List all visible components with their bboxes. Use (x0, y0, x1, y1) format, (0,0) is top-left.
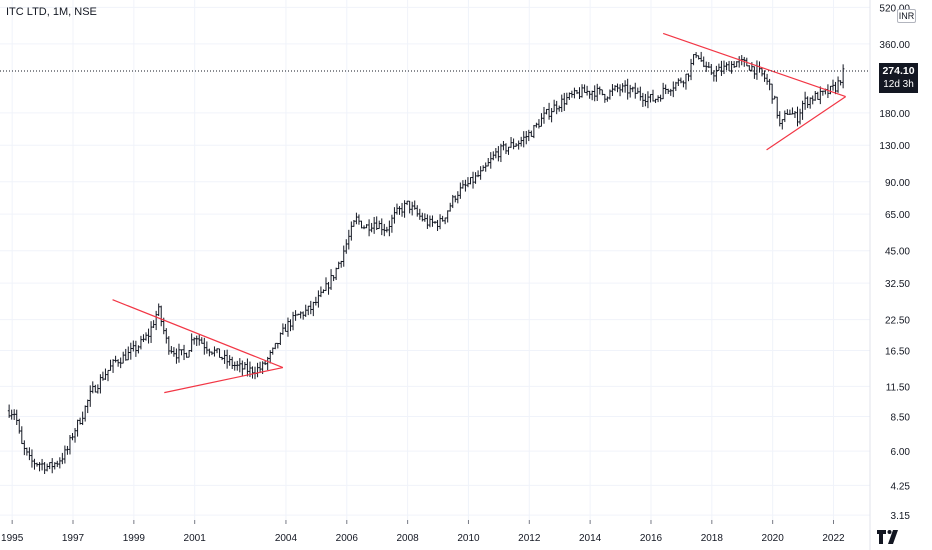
trendline[interactable] (112, 299, 284, 369)
y-tick-label: 6.00 (891, 447, 911, 458)
last-price-value: 274.10 (882, 65, 915, 78)
x-tick-label: 2016 (640, 533, 663, 544)
x-tick-label: 1999 (123, 533, 146, 544)
x-tick-label: 1997 (62, 533, 85, 544)
x-tick-label: 2020 (762, 533, 785, 544)
y-axis[interactable]: 520.00 360.00 180.00 130.00 90.00 65.00 45.00 3… (879, 3, 910, 522)
x-tick-label: 2001 (184, 533, 207, 544)
trendline[interactable] (662, 32, 846, 98)
y-tick-label: 22.50 (885, 316, 910, 327)
x-tick-label: 2006 (336, 533, 359, 544)
x-tick-label: 2004 (275, 533, 298, 544)
x-tick-label: 2010 (457, 533, 480, 544)
trendline[interactable] (766, 96, 846, 151)
y-tick-label: 8.50 (891, 412, 911, 423)
last-price-badge: 274.10 12d 3h (879, 63, 918, 94)
symbol-title[interactable]: ITC LTD, 1M, NSE (6, 6, 97, 18)
x-tick-label: 1995 (1, 533, 24, 544)
trendline[interactable] (164, 366, 284, 394)
y-tick-label: 130.00 (879, 141, 910, 152)
x-tick-label: 2022 (822, 533, 845, 544)
x-tick-label: 2008 (396, 533, 419, 544)
currency-label[interactable]: INR (897, 9, 916, 23)
y-tick-label: 3.15 (891, 511, 911, 522)
candles (7, 51, 845, 475)
trendlines (112, 32, 846, 394)
x-tick-label: 2012 (518, 533, 541, 544)
y-tick-label: 180.00 (879, 109, 910, 120)
grid (0, 0, 870, 520)
y-tick-label: 45.00 (885, 247, 910, 258)
x-tick-label: 2014 (579, 533, 602, 544)
y-tick-label: 32.50 (885, 279, 910, 290)
tradingview-logo-icon[interactable] (876, 526, 902, 546)
y-tick-label: 11.50 (886, 382, 911, 393)
x-axis[interactable]: 1995 1997 1999 2001 2004 2006 2008 2010 2012 2014… (1, 520, 845, 544)
y-tick-label: 520.00 (879, 3, 910, 14)
y-tick-label: 16.50 (885, 346, 910, 357)
candle-countdown: 12d 3h (883, 79, 914, 91)
y-tick-label: 90.00 (885, 178, 910, 189)
y-tick-label: 4.25 (891, 481, 911, 492)
y-tick-label: 360.00 (879, 40, 910, 51)
x-tick-label: 2018 (701, 533, 724, 544)
y-tick-label: 65.00 (885, 210, 910, 221)
